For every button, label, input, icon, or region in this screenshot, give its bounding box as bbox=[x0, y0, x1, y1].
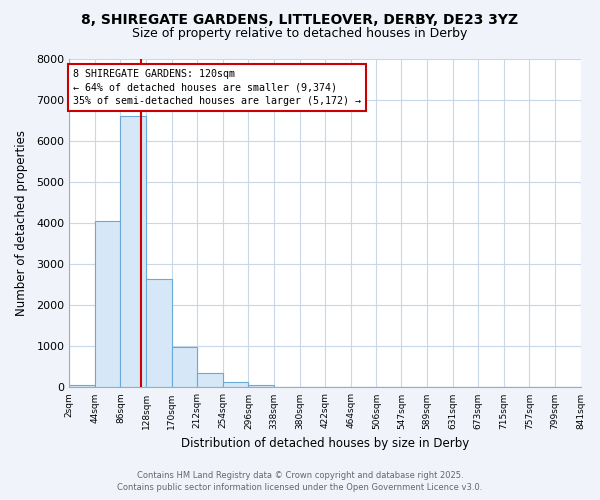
Bar bbox=[70, 386, 95, 388]
Bar bbox=[95, 221, 121, 388]
Bar bbox=[248, 384, 274, 388]
Text: 8 SHIREGATE GARDENS: 120sqm
← 64% of detached houses are smaller (9,374)
35% of : 8 SHIREGATE GARDENS: 120sqm ← 64% of det… bbox=[73, 70, 361, 106]
X-axis label: Distribution of detached houses by size in Derby: Distribution of detached houses by size … bbox=[181, 437, 469, 450]
Bar bbox=[146, 278, 172, 388]
Text: Size of property relative to detached houses in Derby: Size of property relative to detached ho… bbox=[133, 28, 467, 40]
Bar bbox=[121, 116, 146, 388]
Bar bbox=[172, 347, 197, 388]
Text: 8, SHIREGATE GARDENS, LITTLEOVER, DERBY, DE23 3YZ: 8, SHIREGATE GARDENS, LITTLEOVER, DERBY,… bbox=[82, 12, 518, 26]
Bar bbox=[223, 382, 248, 388]
Text: Contains HM Land Registry data © Crown copyright and database right 2025.
Contai: Contains HM Land Registry data © Crown c… bbox=[118, 471, 482, 492]
Bar bbox=[197, 374, 223, 388]
Y-axis label: Number of detached properties: Number of detached properties bbox=[15, 130, 28, 316]
